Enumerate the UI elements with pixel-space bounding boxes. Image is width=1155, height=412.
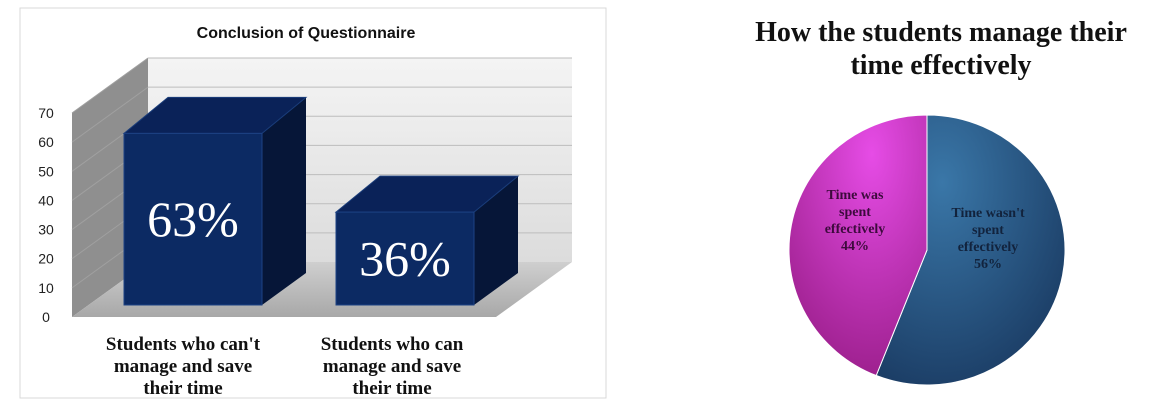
y-tick-label: 60: [38, 134, 54, 150]
x-tick-label-line: manage and save: [114, 356, 252, 377]
pie-slice: [875, 114, 1066, 386]
pie-slice-label-line: effectively: [958, 240, 1019, 255]
pie-slice-label-line: spent: [839, 205, 871, 220]
pie-title-line: time effectively: [850, 50, 1031, 81]
x-tick-label-line: their time: [352, 378, 431, 399]
y-tick-label: 20: [38, 251, 54, 267]
bar-chart-title: Conclusion of Questionnaire: [197, 25, 416, 42]
bar-front: [123, 132, 263, 306]
pie-title-line: How the students manage their: [755, 17, 1127, 48]
pie-slice-label-line: 56%: [974, 257, 1002, 272]
data-label: 63%: [147, 191, 239, 247]
y-tick-label: 10: [38, 280, 54, 296]
pie-slice-label-line: Time was: [827, 188, 884, 203]
pie-labels: Time wasn't spent effectively 56% Time was sp…: [825, 188, 1025, 272]
pie-slice-label-line: effectively: [825, 222, 886, 237]
bar-chart-plot-area: 0 10 20 30 40 50 60 70 63% 36%: [38, 57, 572, 325]
data-label: 36%: [359, 231, 451, 287]
pie-slice-label: Time was spent effectively 44%: [825, 188, 886, 254]
bar-side: [262, 97, 306, 306]
pie-slice: [788, 114, 928, 377]
pie-slice-label-line: spent: [972, 223, 1004, 238]
pie-chart: [788, 114, 1066, 386]
bar: 63%: [122, 96, 308, 306]
x-tick-label-line: manage and save: [323, 356, 461, 377]
y-tick-label: 40: [38, 192, 54, 208]
bar: 36%: [334, 175, 520, 306]
bar-side: [474, 176, 518, 305]
gridline-side: [71, 86, 149, 143]
pie-slice-label: Time wasn't spent effectively 56%: [951, 206, 1025, 272]
y-axis: 0 10 20 30 40 50 60 70: [38, 105, 54, 325]
y-tick-label: 50: [38, 163, 54, 179]
y-tick-label: 70: [38, 105, 54, 121]
x-tick-label-line: Students who can: [321, 334, 464, 355]
x-tick-label-line: their time: [143, 378, 222, 399]
pie-slice-label-line: Time wasn't: [951, 206, 1025, 221]
y-tick-label: 0: [42, 309, 50, 325]
pie-slice-label-line: 44%: [841, 239, 869, 254]
bar-front: [335, 211, 475, 306]
x-tick-label-line: Students who can't: [106, 334, 261, 355]
bars: 63% 36%: [122, 96, 520, 306]
gridline-side: [71, 57, 149, 114]
y-tick-label: 30: [38, 222, 54, 238]
